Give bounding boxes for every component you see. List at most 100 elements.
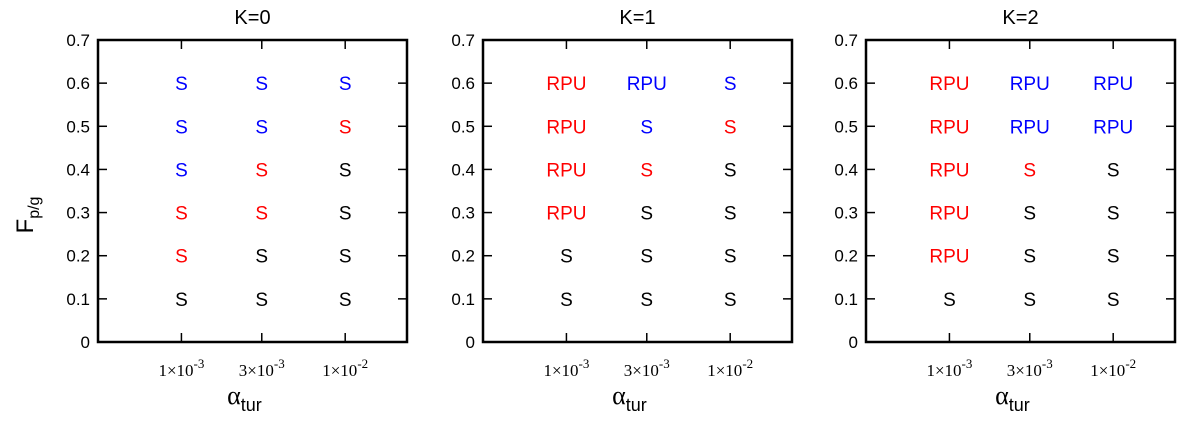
cell-label: S: [175, 74, 188, 95]
cell-label: S: [724, 290, 737, 311]
y-tick-label: 0.1: [66, 290, 90, 309]
panel-k0: K=0 0 0.1 0.2 0.3 0.4 0.5 0.6 0.7 1×10-3 3×10-3 1×1…: [12, 7, 409, 415]
x-axis-label: αtur: [227, 381, 262, 415]
y-axis-label: Fp/g: [12, 197, 43, 234]
x-tick-label: 1×10-3: [926, 356, 972, 380]
cell-label: RPU: [929, 160, 969, 181]
cell-label: S: [1107, 160, 1120, 181]
y-tick-label: 0.7: [66, 31, 90, 50]
y-tick-label: 0.3: [451, 204, 475, 223]
cell-label: RPU: [546, 117, 586, 138]
cell-label: S: [724, 204, 737, 225]
cell-label: RPU: [546, 204, 586, 225]
cell-label: S: [1023, 160, 1036, 181]
cell-label: S: [943, 290, 956, 311]
panel-k2: K=2 0 0.1 0.2 0.3 0.4 0.5 0.6 0.7 1×10-3 3×10-3 1×1…: [834, 7, 1177, 415]
x-tick-label: 1×10-2: [1090, 356, 1136, 380]
y-tick-label: 0.4: [834, 160, 858, 179]
cell-label: S: [1107, 290, 1120, 311]
panel-k1: K=1 0 0.1 0.2 0.3 0.4 0.5 0.6 0.7 1×10-3 3×10-3 1×1…: [451, 7, 794, 415]
cell-label: S: [1023, 290, 1036, 311]
cell-label: RPU: [1093, 117, 1133, 138]
cell-label: S: [175, 247, 188, 268]
y-tick-label: 0.5: [451, 117, 475, 136]
cell-label: S: [255, 74, 268, 95]
cell-label: S: [339, 117, 352, 138]
y-tick-label: 0.4: [66, 160, 90, 179]
cell-label: RPU: [929, 74, 969, 95]
y-tick-label: 0.2: [451, 247, 475, 266]
y-tick-label: 0: [81, 333, 90, 352]
x-tick-label: 3×10-3: [239, 356, 285, 380]
y-tick-label: 0.3: [834, 204, 858, 223]
cell-label: RPU: [929, 247, 969, 268]
plot-frame: [481, 38, 794, 344]
y-tick-label: 0.6: [834, 74, 858, 93]
panel-title: K=1: [619, 7, 655, 29]
cell-label: S: [175, 160, 188, 181]
x-tick-label: 1×10-3: [158, 356, 204, 380]
cell-label: S: [255, 117, 268, 138]
cell-label: S: [339, 204, 352, 225]
cell-label: S: [640, 117, 653, 138]
cell-label: S: [175, 290, 188, 311]
cell-label: S: [175, 117, 188, 138]
y-tick-label: 0.6: [451, 74, 475, 93]
x-axis-label: αtur: [612, 381, 647, 415]
y-tick-label: 0.2: [834, 247, 858, 266]
cell-label: S: [724, 247, 737, 268]
cell-label: RPU: [546, 160, 586, 181]
cell-label: S: [339, 160, 352, 181]
plot-frame: [96, 38, 409, 344]
cell-label: S: [255, 160, 268, 181]
x-axis-label: αtur: [995, 381, 1030, 415]
cell-label: S: [339, 74, 352, 95]
cell-label: S: [724, 117, 737, 138]
cell-label: S: [640, 160, 653, 181]
cell-label: RPU: [1010, 74, 1050, 95]
x-tick-label: 1×10-2: [322, 356, 368, 380]
cell-label: RPU: [1010, 117, 1050, 138]
cell-label: RPU: [929, 204, 969, 225]
x-tick-label: 1×10-3: [543, 356, 589, 380]
cell-label: S: [724, 160, 737, 181]
cell-label: S: [640, 290, 653, 311]
y-tick-label: 0.5: [834, 117, 858, 136]
cell-label: S: [560, 247, 573, 268]
y-tick-label: 0.1: [451, 290, 475, 309]
y-tick-label: 0.4: [451, 160, 475, 179]
y-tick-label: 0.1: [834, 290, 858, 309]
cell-label: S: [1023, 204, 1036, 225]
cell-label: S: [640, 204, 653, 225]
cell-label: S: [255, 204, 268, 225]
x-tick-label: 3×10-3: [1007, 356, 1053, 380]
y-tick-label: 0.7: [834, 31, 858, 50]
x-tick-label: 3×10-3: [624, 356, 670, 380]
y-tick-label: 0.5: [66, 117, 90, 136]
y-tick-label: 0: [466, 333, 475, 352]
cell-label: S: [339, 247, 352, 268]
x-tick-label: 1×10-2: [707, 356, 753, 380]
plot-frame: [864, 38, 1177, 344]
y-tick-label: 0.7: [451, 31, 475, 50]
cell-label: S: [640, 247, 653, 268]
cell-label: S: [175, 204, 188, 225]
y-tick-label: 0.6: [66, 74, 90, 93]
cell-label: RPU: [546, 74, 586, 95]
y-tick-label: 0: [849, 333, 858, 352]
cell-label: RPU: [1093, 74, 1133, 95]
cell-label: S: [1107, 247, 1120, 268]
cell-label: S: [1107, 204, 1120, 225]
cell-label: S: [1023, 247, 1036, 268]
panel-title: K=2: [1002, 7, 1038, 29]
cell-label: S: [560, 290, 573, 311]
cell-label: S: [724, 74, 737, 95]
y-tick-label: 0.2: [66, 247, 90, 266]
cell-label: S: [255, 290, 268, 311]
cell-label: RPU: [627, 74, 667, 95]
cell-label: RPU: [929, 117, 969, 138]
cell-label: S: [255, 247, 268, 268]
panel-title: K=0: [234, 7, 270, 29]
y-tick-label: 0.3: [66, 204, 90, 223]
